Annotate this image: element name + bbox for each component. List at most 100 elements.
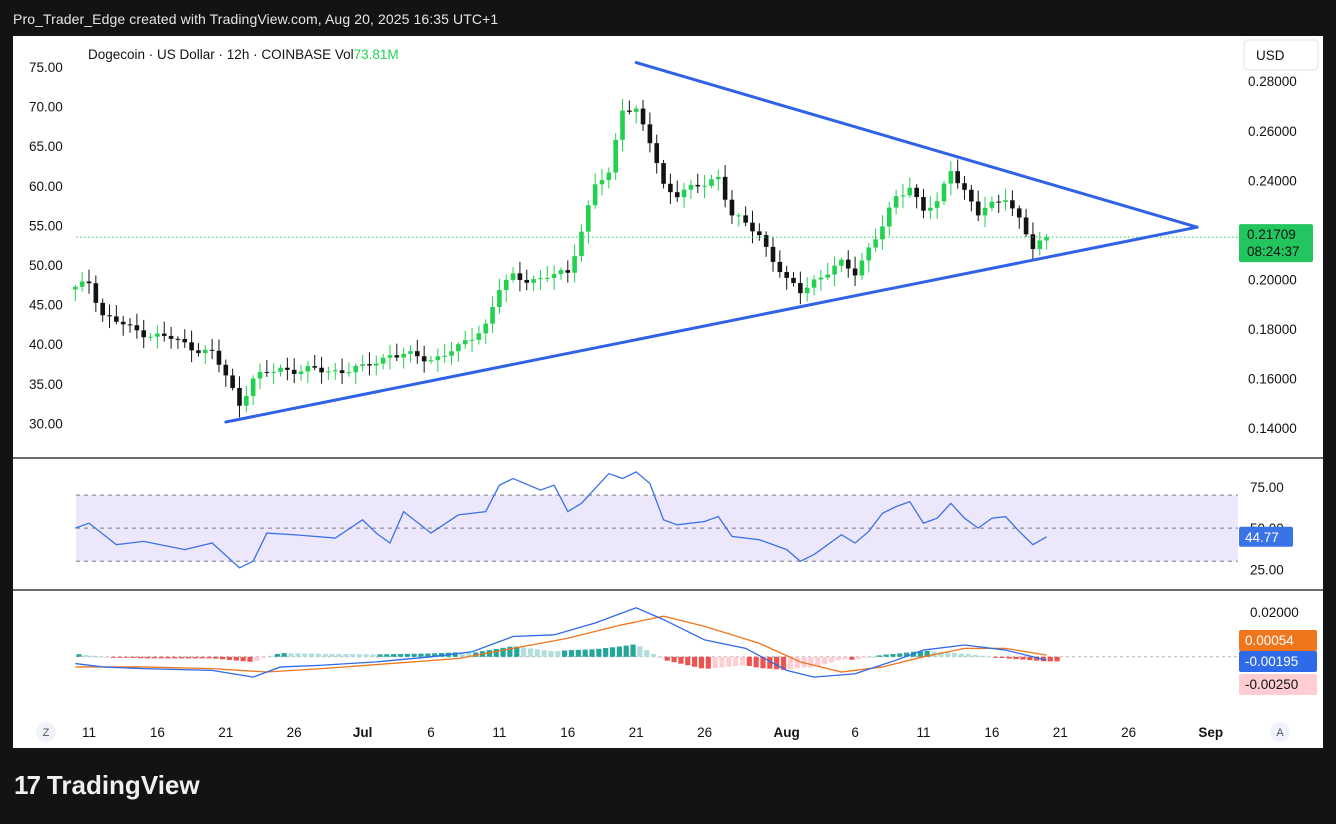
candle-body <box>941 183 947 202</box>
candle-body <box>558 270 564 275</box>
candle-body <box>367 364 372 366</box>
candle-body <box>415 351 420 357</box>
macd-histogram-bar <box>698 656 705 669</box>
tradingview-logo-icon: 17 <box>14 770 41 800</box>
candle-body <box>668 183 673 193</box>
candle-body <box>661 163 666 184</box>
macd-histogram-bar <box>842 656 848 660</box>
price-axis-tick-label: 0.20000 <box>1248 272 1297 287</box>
candle-body <box>250 378 256 396</box>
candle-body <box>462 340 468 345</box>
candle-body <box>1044 237 1049 241</box>
candle-body <box>490 307 495 324</box>
chart-frame[interactable]: 75.00 70.00 65.00 60.00 55.00 50.00 45.00 40.00… <box>13 36 1323 748</box>
candle-body <box>483 323 489 334</box>
candle-body <box>606 172 612 181</box>
macd-histogram-bar <box>760 656 766 669</box>
rsi-line <box>75 471 1047 569</box>
macd-histogram-bar <box>562 650 568 657</box>
macd-histogram-bar <box>979 655 985 657</box>
macd-histogram-bar <box>233 656 239 661</box>
candle-body <box>120 321 126 325</box>
macd-histogram-bar <box>527 648 534 657</box>
macd-histogram-bar <box>726 656 732 667</box>
macd-histogram-bar <box>466 652 472 657</box>
candle-body <box>1016 208 1022 218</box>
candle-body <box>886 207 892 227</box>
candle-body <box>674 192 680 198</box>
macd-histogram-bar <box>137 656 144 659</box>
candle-body <box>79 281 85 287</box>
candle-body <box>702 185 707 187</box>
time-axis-tick-label: 21 <box>629 725 644 740</box>
time-axis-tick-label: 6 <box>427 725 435 740</box>
macd-histogram-bar <box>83 654 89 657</box>
macd-histogram-bar <box>343 654 349 657</box>
candle-body <box>777 261 783 273</box>
macd-histogram-bar <box>671 656 677 663</box>
macd-histogram-bar <box>958 653 964 657</box>
macd-histogram-bar <box>678 656 684 664</box>
candle-body <box>962 183 967 190</box>
candle-body <box>141 330 147 338</box>
candle-body <box>592 184 598 206</box>
rsi-value-badge-label: 44.77 <box>1245 530 1279 545</box>
time-axis-tick-label: 26 <box>1121 725 1136 740</box>
macd-histogram-bar <box>568 650 575 657</box>
macd-histogram-bar <box>144 656 150 659</box>
macd-histogram-bar <box>657 656 663 659</box>
candle-body <box>202 349 208 354</box>
auto-zoom-button[interactable] <box>36 722 56 742</box>
macd-histogram-bar <box>192 656 198 659</box>
macd-histogram-bar <box>924 650 930 657</box>
macd-histogram-bar <box>780 656 787 670</box>
candle-body <box>743 215 748 223</box>
candle-body <box>647 124 653 144</box>
candle-body <box>93 283 99 303</box>
macd-histogram-bar <box>753 656 759 668</box>
macd-histogram-bar <box>1006 656 1012 659</box>
candle-body <box>928 207 933 211</box>
macd-histogram-bar <box>992 656 999 658</box>
chart-title: Dogecoin · US Dollar · 12h · COINBASE Vo… <box>88 47 399 62</box>
candle-body <box>278 367 283 372</box>
currency-button[interactable] <box>1243 39 1319 71</box>
candle-body <box>859 260 865 276</box>
macd-histogram-bar <box>999 656 1005 658</box>
candle-body <box>565 270 571 273</box>
candle-body <box>627 110 632 112</box>
candle-body <box>1037 240 1043 250</box>
candle-body <box>373 363 379 366</box>
candle-body <box>921 197 926 211</box>
auto-scale-button[interactable] <box>1270 722 1290 742</box>
left-axis-tick-label: 55.00 <box>29 218 63 233</box>
macd-histogram-bar <box>856 656 862 660</box>
candle-body <box>544 277 550 279</box>
candle-body <box>428 360 434 362</box>
macd-histogram-bar <box>548 651 554 657</box>
candle-body <box>189 342 194 351</box>
candle-body <box>866 247 872 261</box>
macd-line <box>75 607 1047 678</box>
macd-histogram-bar <box>356 654 363 657</box>
macd-histogram-bar <box>835 656 841 661</box>
macd-histogram-bar <box>261 656 267 659</box>
candle-body <box>319 367 324 373</box>
macd-histogram-bar <box>247 656 253 662</box>
macd-histogram-bar <box>534 649 540 657</box>
macd-histogram-bar <box>295 653 301 657</box>
candle-body <box>900 195 906 197</box>
candle-body <box>763 235 769 247</box>
macd-histogram-bar <box>917 651 923 657</box>
candle-body <box>1030 234 1036 250</box>
chart-canvas[interactable]: 75.00 70.00 65.00 60.00 55.00 50.00 45.00 40.00… <box>13 36 1323 748</box>
price-axis-tick-label: 0.14000 <box>1248 421 1297 436</box>
candle-body <box>989 201 995 208</box>
trendline-upper <box>634 61 1199 229</box>
last-price-countdown: 08:24:37 <box>1247 244 1300 259</box>
macd-histogram-bar <box>630 644 636 657</box>
candle-body <box>613 139 618 173</box>
macd-histogram-bar <box>493 648 499 657</box>
macd-histogram-bar <box>863 656 869 658</box>
candle-body <box>127 324 133 326</box>
